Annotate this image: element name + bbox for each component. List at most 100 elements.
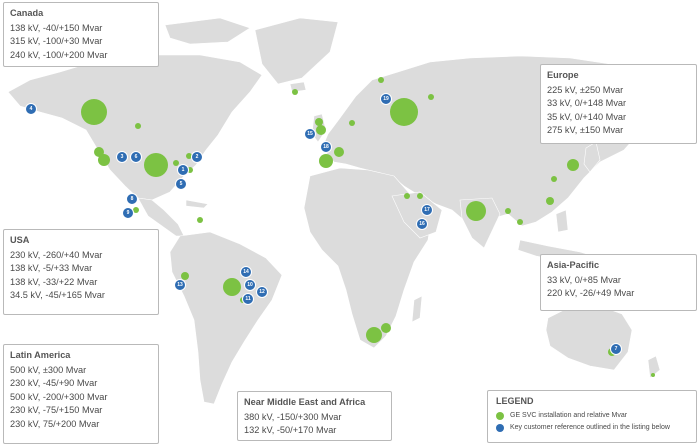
reference-marker: 6 — [130, 151, 142, 163]
reference-number: 6 — [135, 154, 138, 160]
rating-line: 230 kV, -260/+40 Mvar — [10, 249, 103, 260]
region-box-usa: USA 230 kV, -260/+40 Mvar 138 kV, -5/+33… — [3, 229, 159, 315]
blue-dot-icon — [496, 423, 504, 432]
reference-number: 14 — [243, 269, 249, 275]
reference-marker: 15 — [304, 128, 316, 140]
rating-line: 380 kV, -150/+300 Mvar — [244, 411, 342, 422]
reference-number: 2 — [196, 154, 199, 160]
reference-dot — [320, 141, 332, 153]
reference-number: 1 — [182, 167, 185, 173]
reference-marker: 8 — [126, 193, 138, 205]
installation-marker — [181, 272, 189, 280]
region-box-canada: Canada 138 kV, -40/+150 Mvar 315 kV, -10… — [3, 2, 159, 67]
region-box-europe: Europe 225 kV, ±250 Mvar 33 kV, 0/+148 M… — [540, 64, 697, 144]
reference-marker: 16 — [416, 218, 428, 230]
reference-number: 19 — [383, 96, 389, 102]
land-south-america — [169, 231, 283, 405]
reference-dot — [126, 193, 138, 205]
rating-line: 33 kV, 0/+148 Mvar — [547, 98, 627, 109]
installation-marker — [428, 94, 434, 100]
region-title: Europe — [547, 70, 579, 80]
rating-line: 240 kV, -100/+200 Mvar — [10, 49, 108, 60]
installation-marker — [505, 208, 511, 214]
rating-line: 33 kV, 0/+85 Mvar — [547, 274, 621, 285]
installation-marker — [517, 219, 523, 225]
region-box-near-middle-east-africa: Near Middle East and Africa 380 kV, -150… — [237, 391, 392, 441]
installation-marker — [651, 373, 655, 377]
reference-dot — [242, 293, 254, 305]
land-caribbean — [185, 199, 209, 209]
region-title: Near Middle East and Africa — [244, 397, 366, 407]
rating-line: 138 kV, -33/+22 Mvar — [10, 276, 98, 287]
reference-marker: 10 — [244, 279, 256, 291]
rating-line: 138 kV, -40/+150 Mvar — [10, 22, 103, 33]
legend-row-reference: Key customer reference outlined in the l… — [496, 422, 688, 434]
legend-label: Key customer reference outlined in the l… — [510, 423, 670, 431]
installation-marker — [466, 201, 486, 221]
reference-dot — [175, 178, 187, 190]
reference-number: 16 — [419, 221, 425, 227]
installation-marker — [186, 153, 192, 159]
installation-marker — [417, 193, 423, 199]
reference-number: 12 — [259, 289, 265, 295]
reference-number: 17 — [424, 207, 430, 213]
installation-marker — [315, 118, 323, 126]
installation-marker — [404, 193, 410, 199]
reference-dot — [122, 207, 134, 219]
land-madagascar — [411, 295, 423, 323]
installation-marker — [197, 217, 203, 223]
reference-dot — [174, 279, 186, 291]
green-dot-icon — [496, 411, 504, 420]
rating-line: 220 kV, -26/+49 Mvar — [547, 288, 635, 299]
installation-marker — [81, 99, 107, 125]
reference-dot — [240, 266, 252, 278]
rating-line: 35 kV, 0/+140 Mvar — [547, 111, 627, 122]
reference-number: 5 — [180, 181, 183, 187]
rating-line: 34.5 kV, -45/+165 Mvar — [10, 290, 105, 301]
rating-line: 225 kV, ±250 Mvar — [547, 84, 624, 95]
legend-label: GE SVC installation and relative Mvar — [510, 411, 628, 419]
reference-marker: 18 — [320, 141, 332, 153]
reference-dot — [244, 279, 256, 291]
land-iceland — [289, 81, 307, 93]
reference-marker: 13 — [174, 279, 186, 291]
land-australia — [545, 305, 633, 371]
reference-number: 3 — [121, 154, 124, 160]
installation-marker — [144, 153, 168, 177]
rating-line: 500 kV, -200/+300 Mvar — [10, 391, 108, 402]
land-new-zealand — [647, 355, 661, 379]
installation-marker — [381, 323, 391, 333]
reference-marker: 14 — [240, 266, 252, 278]
reference-dot — [177, 164, 189, 176]
rating-line: 275 kV, ±150 Mvar — [547, 125, 624, 136]
region-box-asia-pacific: Asia-Pacific 33 kV, 0/+85 Mvar 220 kV, -… — [540, 254, 697, 311]
land-north-america — [7, 54, 263, 201]
legend-title: LEGEND — [496, 396, 534, 406]
reference-number: 7 — [615, 346, 618, 352]
region-title: Canada — [10, 8, 44, 18]
reference-number: 18 — [323, 144, 329, 150]
reference-marker: 7 — [610, 343, 622, 355]
reference-marker: 12 — [256, 286, 268, 298]
reference-dot — [191, 151, 203, 163]
installation-marker — [349, 120, 355, 126]
installation-marker — [98, 154, 110, 166]
land-arctic-islands — [164, 17, 251, 45]
reference-marker: 17 — [421, 204, 433, 216]
reference-marker: 9 — [122, 207, 134, 219]
installation-marker — [292, 89, 298, 95]
installation-marker — [366, 327, 382, 343]
legend: LEGEND GE SVC installation and relative … — [487, 390, 697, 443]
reference-dot — [130, 151, 142, 163]
reference-number: 11 — [245, 296, 251, 302]
reference-marker: 1 — [177, 164, 189, 176]
installation-marker — [173, 160, 179, 166]
reference-number: 10 — [247, 282, 253, 288]
reference-marker: 5 — [175, 178, 187, 190]
land-philippines — [555, 209, 569, 233]
reference-marker: 19 — [380, 93, 392, 105]
land-greenland — [254, 17, 339, 85]
reference-marker: 4 — [25, 103, 37, 115]
